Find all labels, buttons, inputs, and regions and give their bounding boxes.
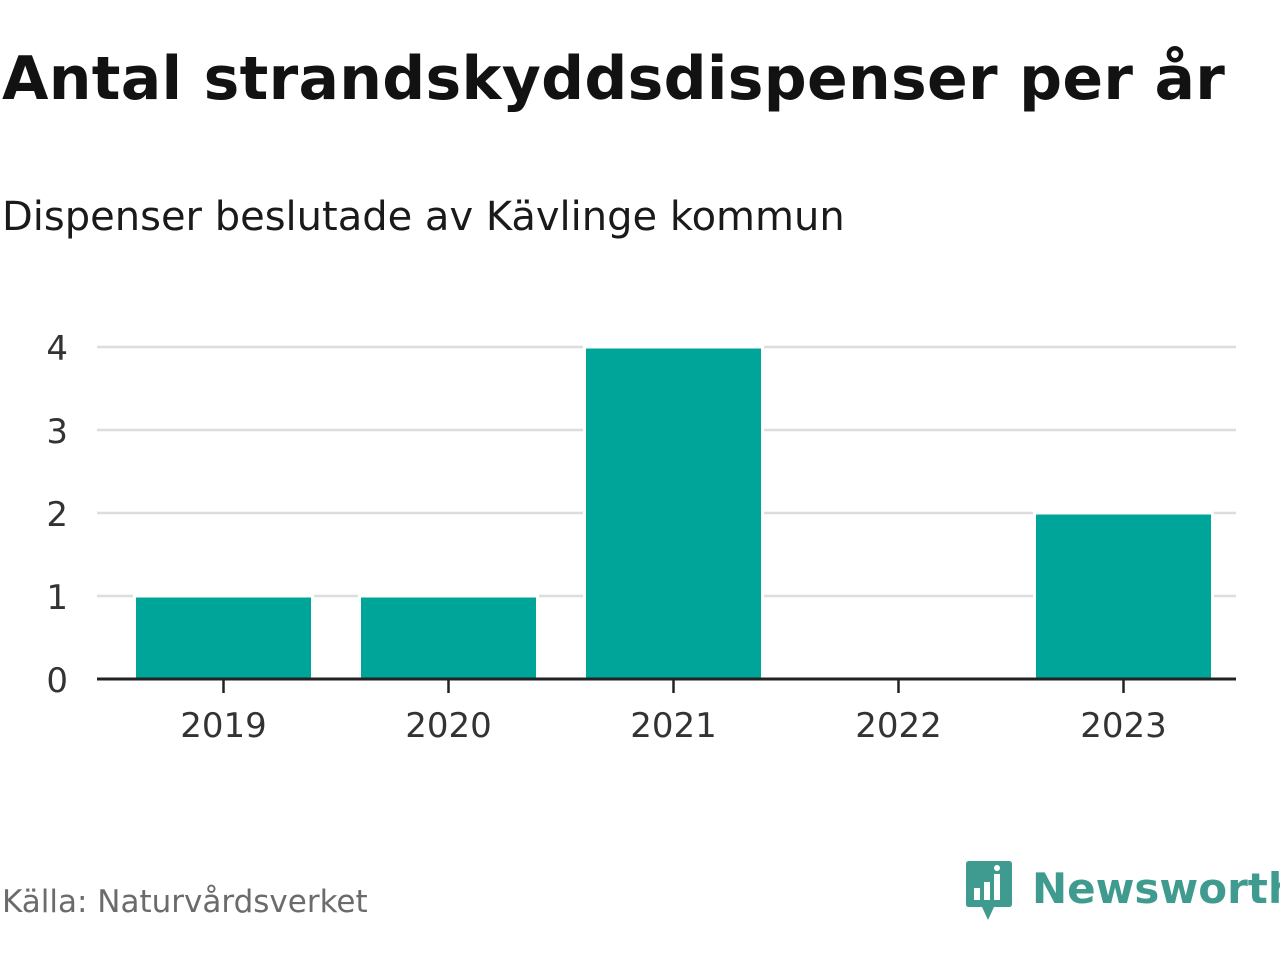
y-tick-label: 4 <box>46 329 68 369</box>
bar-2019 <box>133 594 314 681</box>
bar-2020 <box>358 594 539 681</box>
y-axis-ticks: 0 1 2 3 4 <box>46 329 68 701</box>
x-tick-label: 2021 <box>630 706 717 746</box>
brand-name: Newsworthy <box>1032 863 1280 913</box>
x-tick-label: 2022 <box>855 706 942 746</box>
y-tick-label: 0 <box>46 661 68 701</box>
bar-chart: 0 1 2 3 4 2019 2020 2021 2022 2023 <box>46 329 1236 746</box>
source-note: Källa: Naturvårdsverket <box>2 884 368 920</box>
x-tick-label: 2023 <box>1080 706 1167 746</box>
bar-2021 <box>583 345 764 681</box>
chart-subtitle: Dispenser beslutade av Kävlinge kommun <box>2 194 845 240</box>
x-tick-label: 2019 <box>180 706 267 746</box>
x-tick-label: 2020 <box>405 706 492 746</box>
x-axis-ticks: 2019 2020 2021 2022 2023 <box>180 679 1167 746</box>
bar-2023 <box>1033 511 1214 681</box>
chart-title: Antal strandskyddsdispenser per år <box>2 44 1226 114</box>
newsworthy-logo-icon <box>966 861 1012 920</box>
y-tick-label: 2 <box>46 495 68 535</box>
y-tick-label: 1 <box>46 578 68 618</box>
y-tick-label: 3 <box>46 412 68 452</box>
brand: Newsworthy <box>964 860 1280 924</box>
